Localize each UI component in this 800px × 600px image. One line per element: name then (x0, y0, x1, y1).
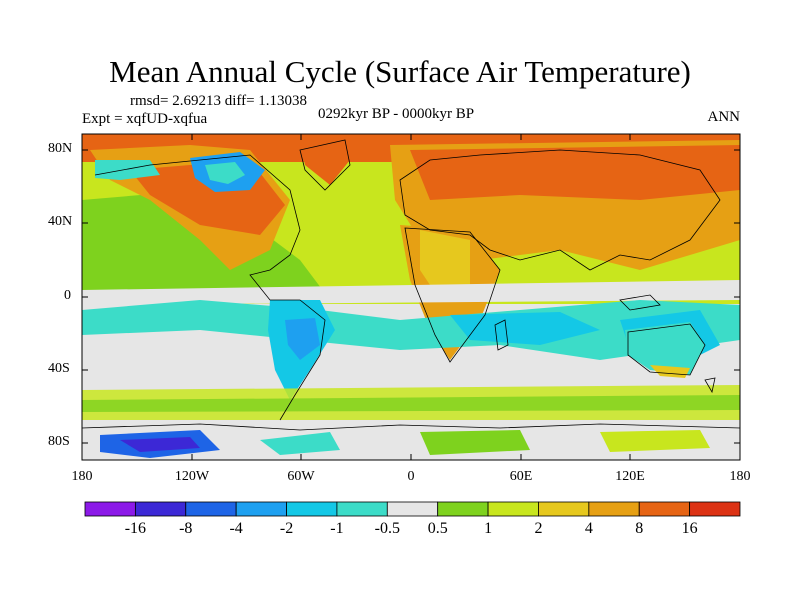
colorbar-swatch (286, 501, 338, 517)
colorbar-label: 16 (681, 520, 698, 537)
colorbar-swatch (638, 501, 691, 517)
colorbar-swatch (487, 501, 539, 517)
lon-label-180w: 180 (71, 469, 93, 484)
lat-label-0: 0 (64, 288, 71, 303)
lat-label-80s: 80S (48, 434, 70, 449)
colorbar-swatch (336, 501, 388, 517)
colorbar-label: -1 (330, 520, 344, 537)
stats-text: rmsd= 2.69213 diff= 1.13038 (130, 93, 308, 109)
colorbar-label: -2 (279, 520, 294, 537)
colorbar-swatch (538, 501, 590, 517)
colorbar-label: -0.5 (374, 520, 400, 537)
lat-label-40s: 40S (48, 361, 70, 376)
colorbar-label: 8 (635, 520, 644, 537)
season-label: ANN (707, 109, 741, 125)
colorbar-swatch (689, 501, 741, 517)
colorbar-label: 1 (484, 520, 493, 537)
colorbar-swatch (437, 501, 489, 517)
experiment-label: Expt = xqfUD-xqfua (82, 111, 208, 127)
temperature-field (82, 134, 740, 460)
lat-label-40n: 40N (48, 214, 73, 229)
colorbar-swatch (235, 501, 287, 517)
colorbar-swatch (134, 501, 187, 517)
lon-label-0: 0 (407, 469, 415, 484)
lat-label-80n: 80N (48, 141, 73, 156)
colorbar-label: -8 (179, 520, 193, 537)
colorbar-swatch (386, 501, 439, 517)
coastlines (82, 139, 740, 431)
period-label: 0292kyr BP - 0000kyr BP (318, 106, 475, 122)
colorbar-swatch (84, 501, 136, 517)
lon-label-180e: 180 (729, 469, 751, 484)
colorbar (84, 501, 741, 517)
colorbar-label: 0.5 (427, 520, 448, 537)
colorbar-label: 2 (534, 520, 543, 537)
lon-label-120e: 120E (615, 469, 645, 484)
colorbar-swatch (588, 501, 640, 517)
colorbar-label: -16 (124, 520, 147, 537)
colorbar-label: -4 (229, 520, 243, 537)
colorbar-swatch (185, 501, 237, 517)
colorbar-label: 4 (584, 520, 593, 537)
lon-label-60e: 60E (509, 469, 533, 484)
lon-label-60w: 60W (287, 469, 315, 484)
lon-label-120w: 120W (174, 469, 210, 484)
plot-title: Mean Annual Cycle (Surface Air Temperatu… (109, 54, 691, 89)
